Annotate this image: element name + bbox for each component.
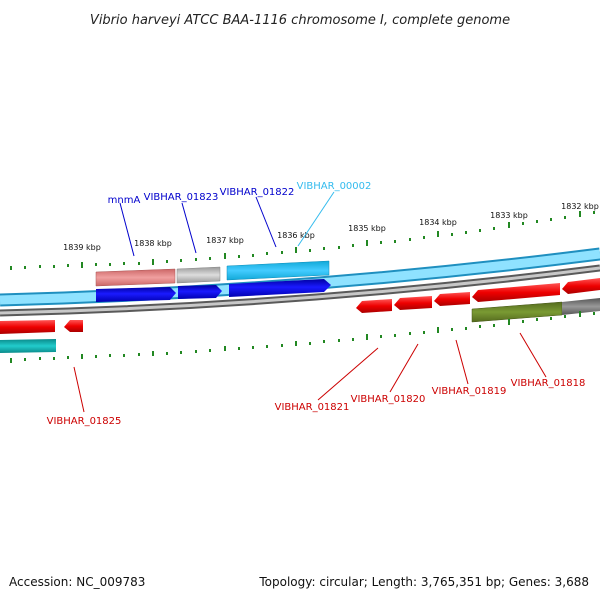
leader-line-vibhar-01821 [317, 347, 379, 401]
gene-feature-pink[interactable] [95, 268, 176, 287]
gene-arrow-vibhar-01822[interactable] [229, 279, 331, 297]
gene-label-vibhar-01819[interactable]: VIBHAR_01819 [432, 386, 507, 397]
gene-label-vibhar-01818[interactable]: VIBHAR_01818 [511, 378, 586, 389]
kbp-label: 1835 kbp [348, 224, 386, 233]
gene-arrow-vibhar-01820[interactable] [394, 296, 432, 310]
leader-line-vibhar-01823 [181, 202, 197, 254]
gene-arrow-red-partial[interactable] [562, 278, 600, 294]
gene-arrow-vibhar-01819[interactable] [434, 292, 470, 306]
leader-line-vibhar-01822 [255, 196, 277, 248]
kbp-tick-labels: 1839 kbp 1838 kbp 1837 kbp 1836 kbp 1835… [63, 202, 599, 252]
leader-line-vibhar-01825 [73, 366, 85, 413]
kbp-label: 1833 kbp [490, 211, 528, 220]
gene-arrow-red-small[interactable] [64, 320, 83, 332]
gene-feature-darkgray[interactable] [562, 298, 600, 315]
lower-tick-ring [10, 311, 595, 363]
genome-summary-text: Topology: circular; Length: 3,765,351 bp… [258, 575, 589, 589]
gene-feature-gray[interactable] [176, 266, 221, 284]
gene-arrow-vibhar-01825[interactable] [0, 320, 55, 334]
gene-arrow-vibhar-01818[interactable] [472, 283, 560, 302]
gene-label-vibhar-00002[interactable]: VIBHAR_00002 [297, 181, 372, 192]
gene-label-vibhar-01820[interactable]: VIBHAR_01820 [351, 394, 426, 405]
gene-feature-cyan[interactable] [226, 260, 330, 281]
accession-text: Accession: NC_009783 [9, 575, 145, 589]
upper-tick-ring [10, 211, 595, 270]
gene-arrow-vibhar-01821[interactable] [356, 299, 392, 313]
leader-line-vibhar-01818 [519, 332, 547, 378]
kbp-label: 1839 kbp [63, 243, 101, 252]
kbp-label: 1836 kbp [277, 231, 315, 240]
leader-line-vibhar-00002 [297, 191, 335, 247]
gene-arrow-vibhar-01823[interactable] [178, 285, 222, 299]
gene-label-vibhar-01821[interactable]: VIBHAR_01821 [275, 402, 350, 413]
gene-feature-teal[interactable] [0, 339, 56, 353]
leader-line-vibhar-01820 [389, 343, 419, 393]
gene-label-vibhar-01823[interactable]: VIBHAR_01823 [144, 192, 219, 203]
leader-line-mnmA [119, 202, 135, 257]
kbp-label: 1838 kbp [134, 239, 172, 248]
reverse-strand-band [0, 266, 600, 315]
kbp-label: 1837 kbp [206, 236, 244, 245]
gene-label-vibhar-01825[interactable]: VIBHAR_01825 [47, 416, 122, 427]
map-title: Vibrio harveyi ATCC BAA-1116 chromosome … [90, 13, 510, 28]
gene-label-vibhar-01822[interactable]: VIBHAR_01822 [220, 187, 295, 198]
gene-feature-olive[interactable] [471, 301, 563, 323]
leader-line-vibhar-01819 [455, 339, 469, 385]
kbp-label: 1832 kbp [561, 202, 599, 211]
gene-label-mnmA[interactable]: mnmA [108, 195, 141, 206]
gene-arrow-mnmA[interactable] [96, 287, 176, 302]
kbp-label: 1834 kbp [419, 218, 457, 227]
